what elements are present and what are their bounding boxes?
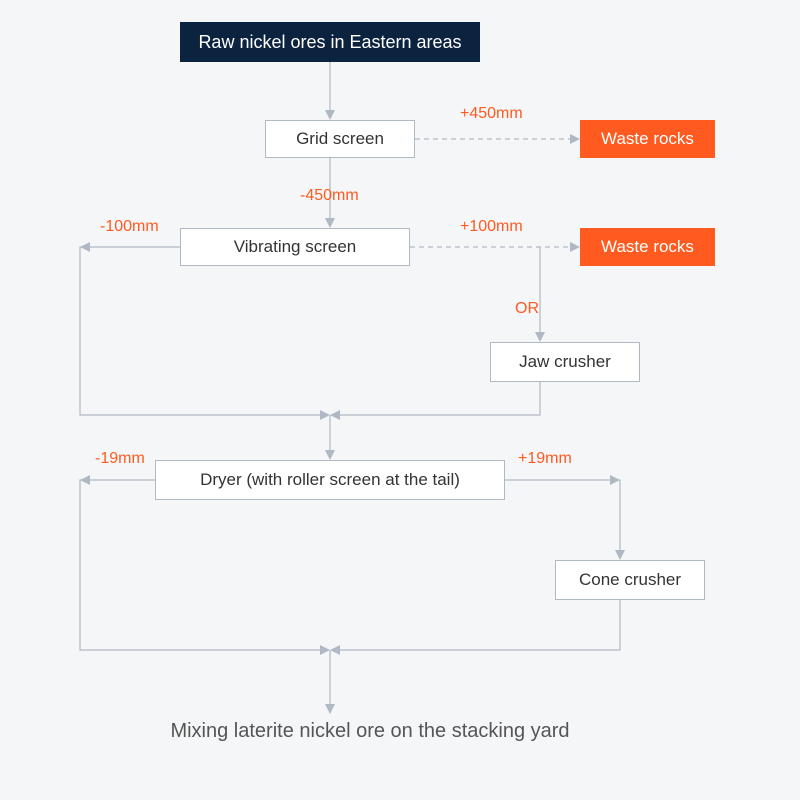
node-label: Cone crusher (579, 570, 681, 590)
node-label: Dryer (with roller screen at the tail) (200, 470, 460, 490)
output-label: Mixing laterite nickel ore on the stacki… (170, 720, 569, 742)
node-label: Waste rocks (601, 129, 694, 149)
node-raw-ores: Raw nickel ores in Eastern areas (180, 22, 480, 62)
node-grid-screen: Grid screen (265, 120, 415, 158)
node-dryer: Dryer (with roller screen at the tail) (155, 460, 505, 500)
node-vibrating-screen: Vibrating screen (180, 228, 410, 266)
edge-label-plus100: +100mm (460, 218, 523, 236)
node-label: Raw nickel ores in Eastern areas (198, 32, 461, 53)
node-label: Grid screen (296, 129, 384, 149)
edge-label-plus450: +450mm (460, 105, 523, 123)
edge-label-minus100: -100mm (100, 218, 159, 236)
node-label: Jaw crusher (519, 352, 611, 372)
edge-label-minus450: -450mm (300, 187, 359, 205)
node-waste-rocks-2: Waste rocks (580, 228, 715, 266)
node-waste-rocks-1: Waste rocks (580, 120, 715, 158)
node-label: Waste rocks (601, 237, 694, 257)
node-jaw-crusher: Jaw crusher (490, 342, 640, 382)
edge-label-or: OR (515, 300, 539, 318)
edge-label-plus19: +19mm (518, 450, 572, 468)
node-label: Vibrating screen (234, 237, 357, 257)
node-output: Mixing laterite nickel ore on the stacki… (145, 720, 595, 743)
edge-label-minus19: -19mm (95, 450, 145, 468)
node-cone-crusher: Cone crusher (555, 560, 705, 600)
